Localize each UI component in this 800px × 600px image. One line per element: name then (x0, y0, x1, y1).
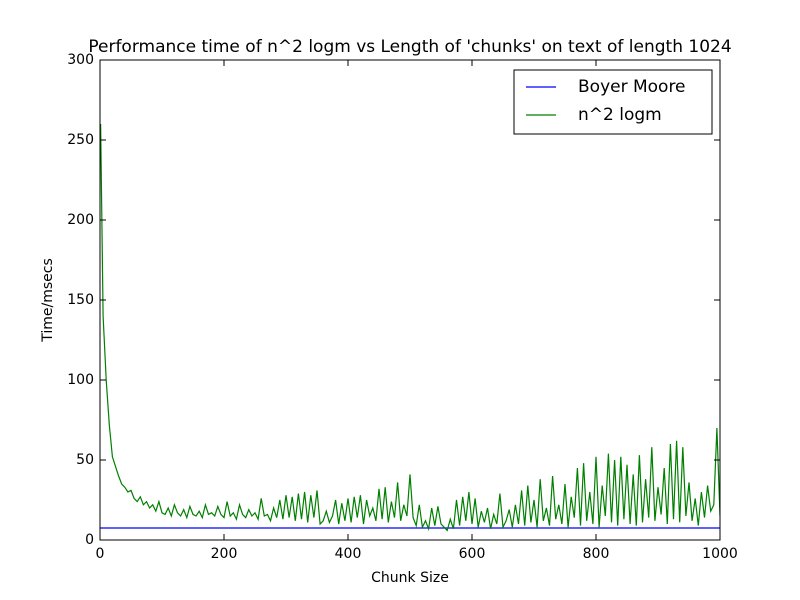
y-axis-label: Time/msecs (40, 258, 56, 343)
x-tick-label: 0 (96, 546, 105, 562)
y-tick-label: 150 (67, 292, 94, 308)
x-tick-label: 400 (335, 546, 362, 562)
y-tick-label: 250 (67, 132, 94, 148)
x-axis-label: Chunk Size (371, 570, 449, 586)
x-tick-label: 200 (211, 546, 238, 562)
y-tick-label: 200 (67, 212, 94, 228)
legend-label: Boyer Moore (578, 77, 686, 97)
y-tick-label: 50 (76, 452, 94, 468)
y-tick-label: 0 (85, 532, 94, 548)
y-tick-label: 300 (67, 52, 94, 68)
x-tick-label: 1000 (702, 546, 738, 562)
legend-box (513, 69, 713, 135)
x-tick-label: 800 (583, 546, 610, 562)
chart-title: Performance time of n^2 logm vs Length o… (88, 37, 731, 57)
y-tick-label: 100 (67, 372, 94, 388)
legend-label: n^2 logm (578, 105, 662, 125)
data-line (100, 123, 720, 532)
x-tick-label: 600 (459, 546, 486, 562)
